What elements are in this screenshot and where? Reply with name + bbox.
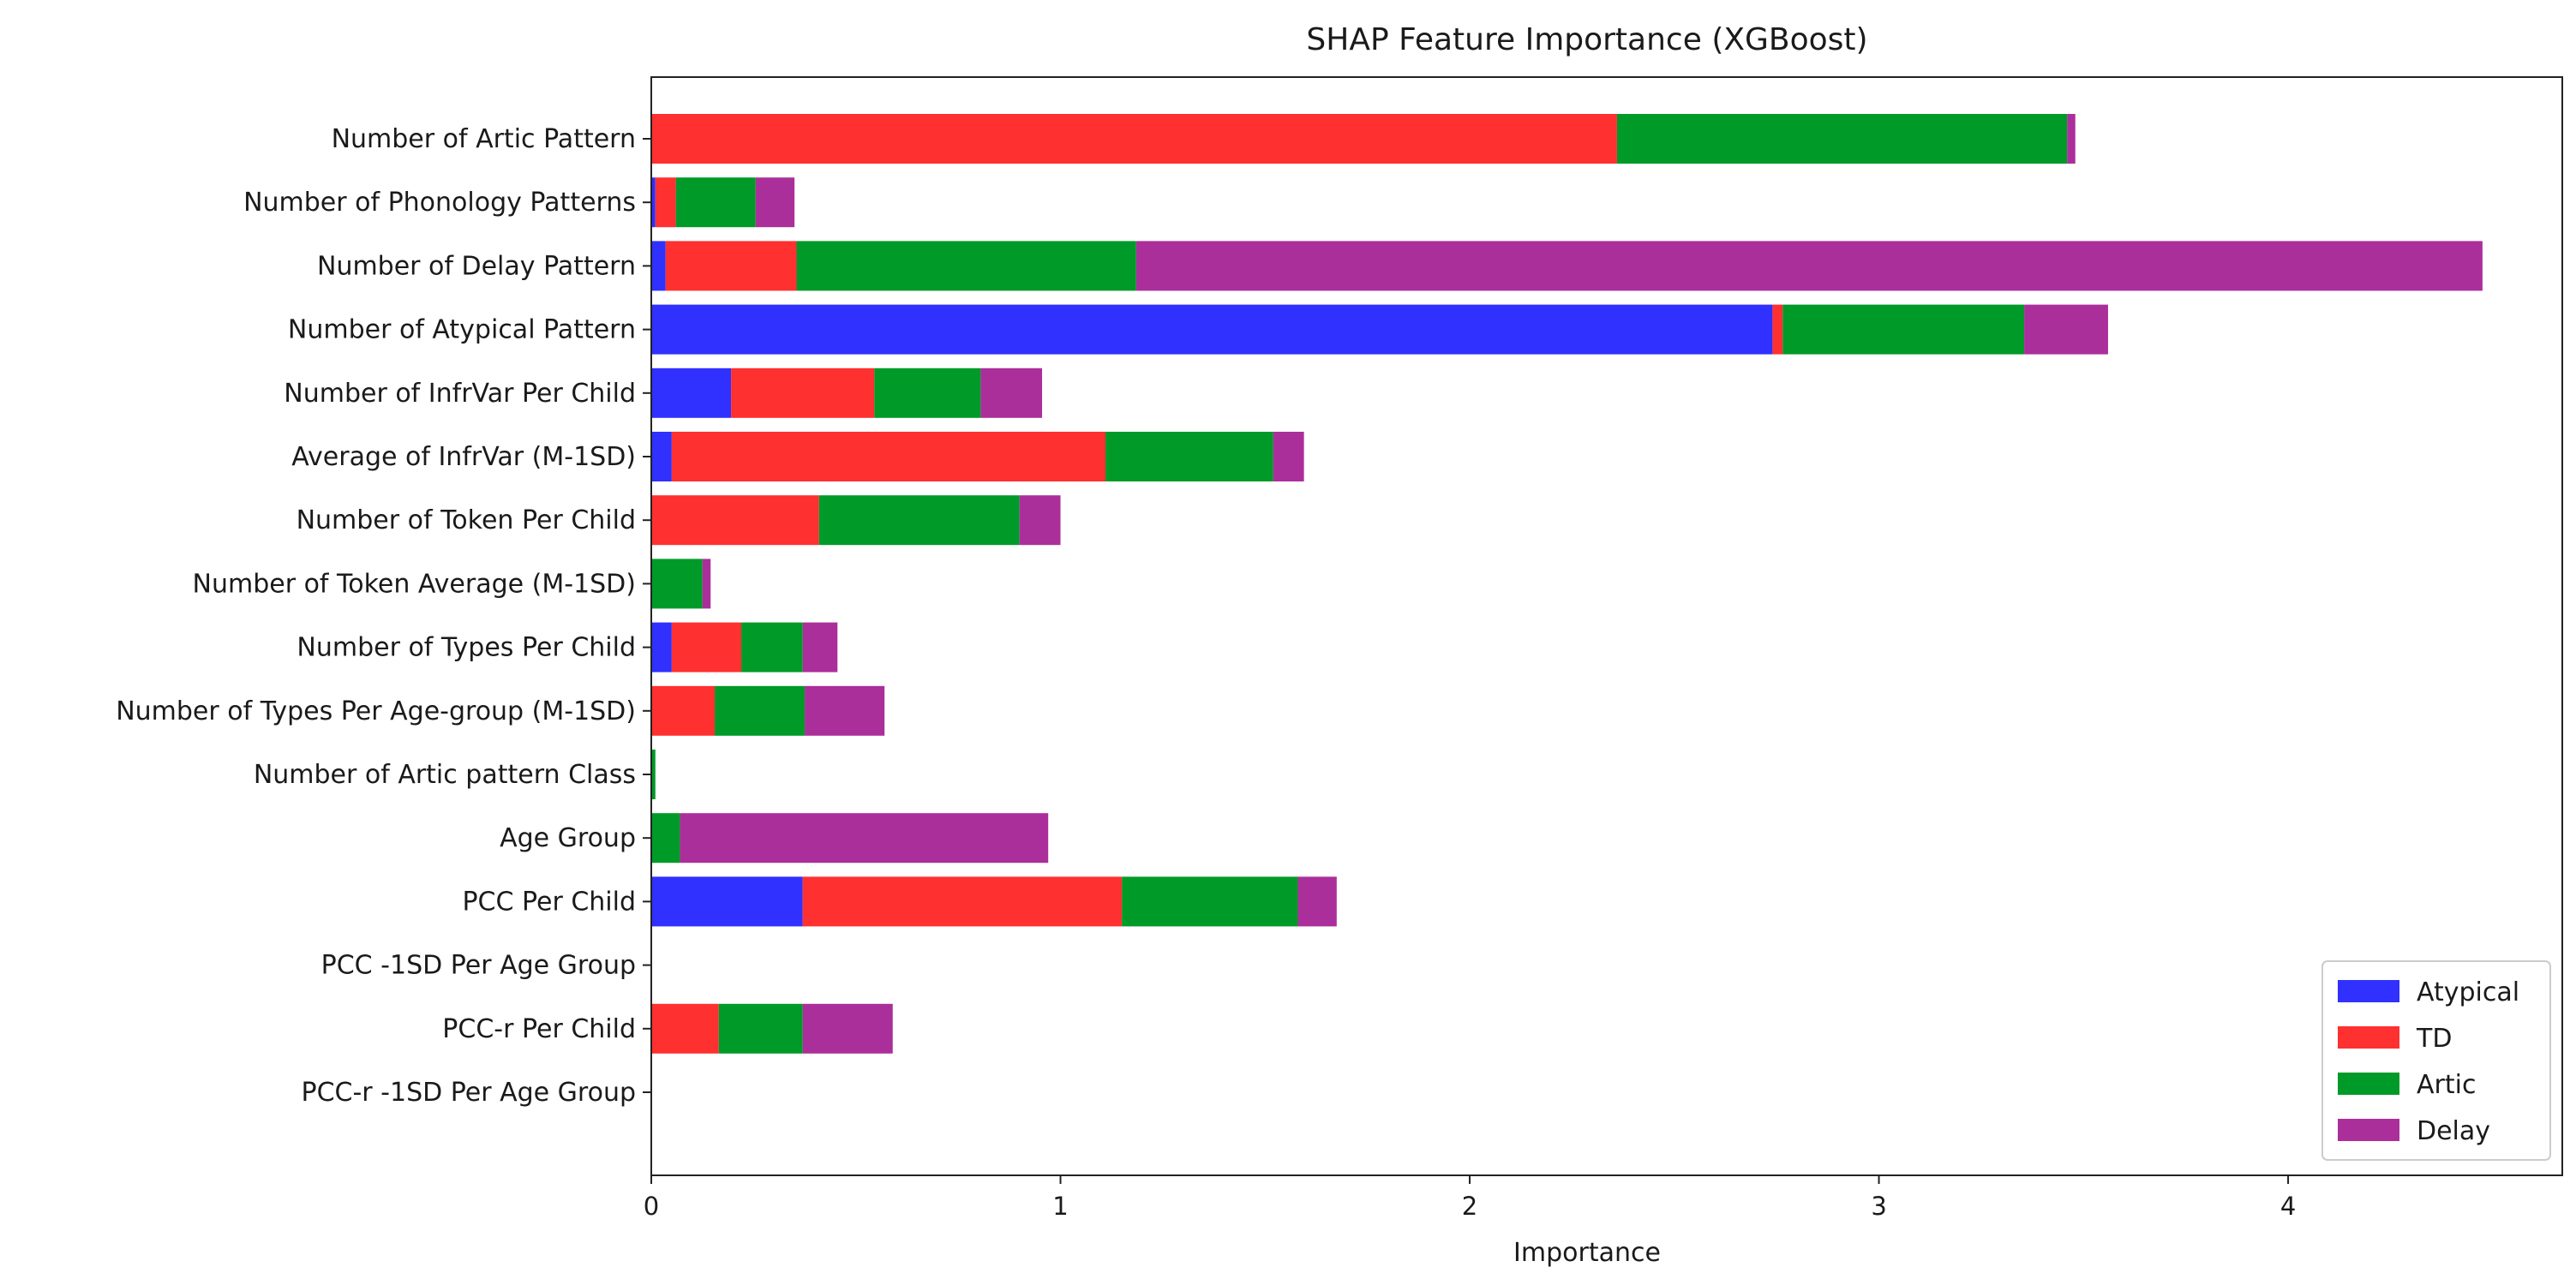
- bar-delay: [1135, 241, 2483, 291]
- legend-label: Artic: [2417, 1070, 2476, 1100]
- bar-delay: [702, 559, 711, 609]
- bar-artic: [741, 622, 803, 672]
- x-tick-label: 1: [1052, 1192, 1068, 1221]
- bar-delay: [802, 1003, 893, 1054]
- bar-td: [651, 1003, 719, 1054]
- bar-artic: [718, 1003, 803, 1054]
- legend-label: Atypical: [2417, 977, 2519, 1007]
- bar-delay: [805, 685, 885, 736]
- x-axis-label: Importance: [1513, 1238, 1661, 1268]
- bar-td: [671, 432, 1106, 481]
- bar-td: [1772, 304, 1783, 355]
- bar-delay: [755, 177, 795, 228]
- category-label: PCC-r Per Child: [442, 1014, 636, 1044]
- bar-artic: [796, 241, 1136, 291]
- bar-delay: [1019, 495, 1061, 546]
- legend-swatch-td: [2338, 1026, 2399, 1049]
- category-label: Number of Delay Pattern: [317, 251, 636, 281]
- category-label: Number of Token Average (M-1SD): [193, 569, 636, 599]
- bar-atypical: [651, 622, 672, 672]
- legend-label: TD: [2416, 1024, 2452, 1054]
- bar-td: [651, 114, 1617, 164]
- bar-atypical: [651, 876, 803, 927]
- category-label: Number of Types Per Child: [297, 633, 636, 663]
- bar-artic: [1122, 876, 1298, 927]
- bar-artic: [651, 813, 680, 864]
- bar-td: [665, 241, 797, 291]
- bar-delay: [680, 813, 1049, 864]
- bar-artic: [651, 559, 703, 609]
- bar-artic: [675, 177, 756, 228]
- category-label: Number of Types Per Age-group (M-1SD): [116, 696, 636, 726]
- category-label: Number of Token Per Child: [297, 505, 636, 535]
- legend-label: Delay: [2417, 1116, 2490, 1146]
- bar-td: [651, 495, 819, 546]
- bar-atypical: [651, 241, 666, 291]
- bar-atypical: [651, 368, 732, 418]
- bar-td: [802, 876, 1123, 927]
- category-labels: Number of Artic Pattern Number of Phonolo…: [116, 124, 651, 1108]
- bar-artic: [1616, 114, 2068, 164]
- category-label: Number of Artic Pattern: [332, 124, 636, 154]
- legend-swatch-atypical: [2338, 980, 2399, 1002]
- bar-atypical: [651, 304, 1773, 355]
- category-label: Number of Phonology Patterns: [243, 188, 636, 218]
- bar-delay: [2067, 114, 2076, 164]
- bar-artic: [818, 495, 1020, 546]
- bar-delay: [1297, 876, 1337, 927]
- legend-swatch-delay: [2338, 1119, 2399, 1141]
- legend-swatch-artic: [2338, 1073, 2399, 1095]
- x-tick-label: 4: [2280, 1192, 2296, 1221]
- category-label: PCC -1SD Per Age Group: [321, 951, 636, 981]
- category-label: Average of InfrVar (M-1SD): [291, 442, 636, 472]
- x-axis-ticks: 0 1 2 3 4: [644, 1175, 2296, 1221]
- bar-td: [731, 368, 875, 418]
- bar-td: [671, 622, 742, 672]
- bar-atypical: [651, 432, 672, 481]
- category-label: PCC Per Child: [462, 887, 636, 917]
- x-tick-label: 3: [1871, 1192, 1886, 1221]
- bar-artic: [1105, 432, 1273, 481]
- bar-delay: [1273, 432, 1304, 481]
- bar-artic: [874, 368, 981, 418]
- bar-delay: [2024, 304, 2108, 355]
- x-tick-label: 0: [644, 1192, 659, 1221]
- category-label: PCC-r -1SD Per Age Group: [301, 1078, 636, 1108]
- bars-group: [651, 114, 2483, 1054]
- bar-td: [655, 177, 676, 228]
- category-label: Age Group: [500, 823, 636, 853]
- bar-td: [651, 685, 716, 736]
- bar-delay: [980, 368, 1043, 418]
- legend-box: [2321, 960, 2551, 1161]
- bar-artic: [715, 685, 806, 736]
- category-label: Number of Artic pattern Class: [254, 760, 636, 790]
- legend: Atypical TD Artic Delay: [2321, 960, 2551, 1161]
- bar-delay: [802, 622, 838, 672]
- bar-artic: [1782, 304, 2025, 355]
- bar-atypical: [651, 177, 656, 228]
- plot-frame: [650, 76, 2563, 1176]
- bar-artic: [651, 750, 656, 799]
- category-label: Number of Atypical Pattern: [288, 315, 636, 345]
- chart-title: SHAP Feature Importance (XGBoost): [1306, 22, 1867, 57]
- x-tick-label: 2: [1462, 1192, 1477, 1221]
- category-label: Number of InfrVar Per Child: [284, 379, 636, 409]
